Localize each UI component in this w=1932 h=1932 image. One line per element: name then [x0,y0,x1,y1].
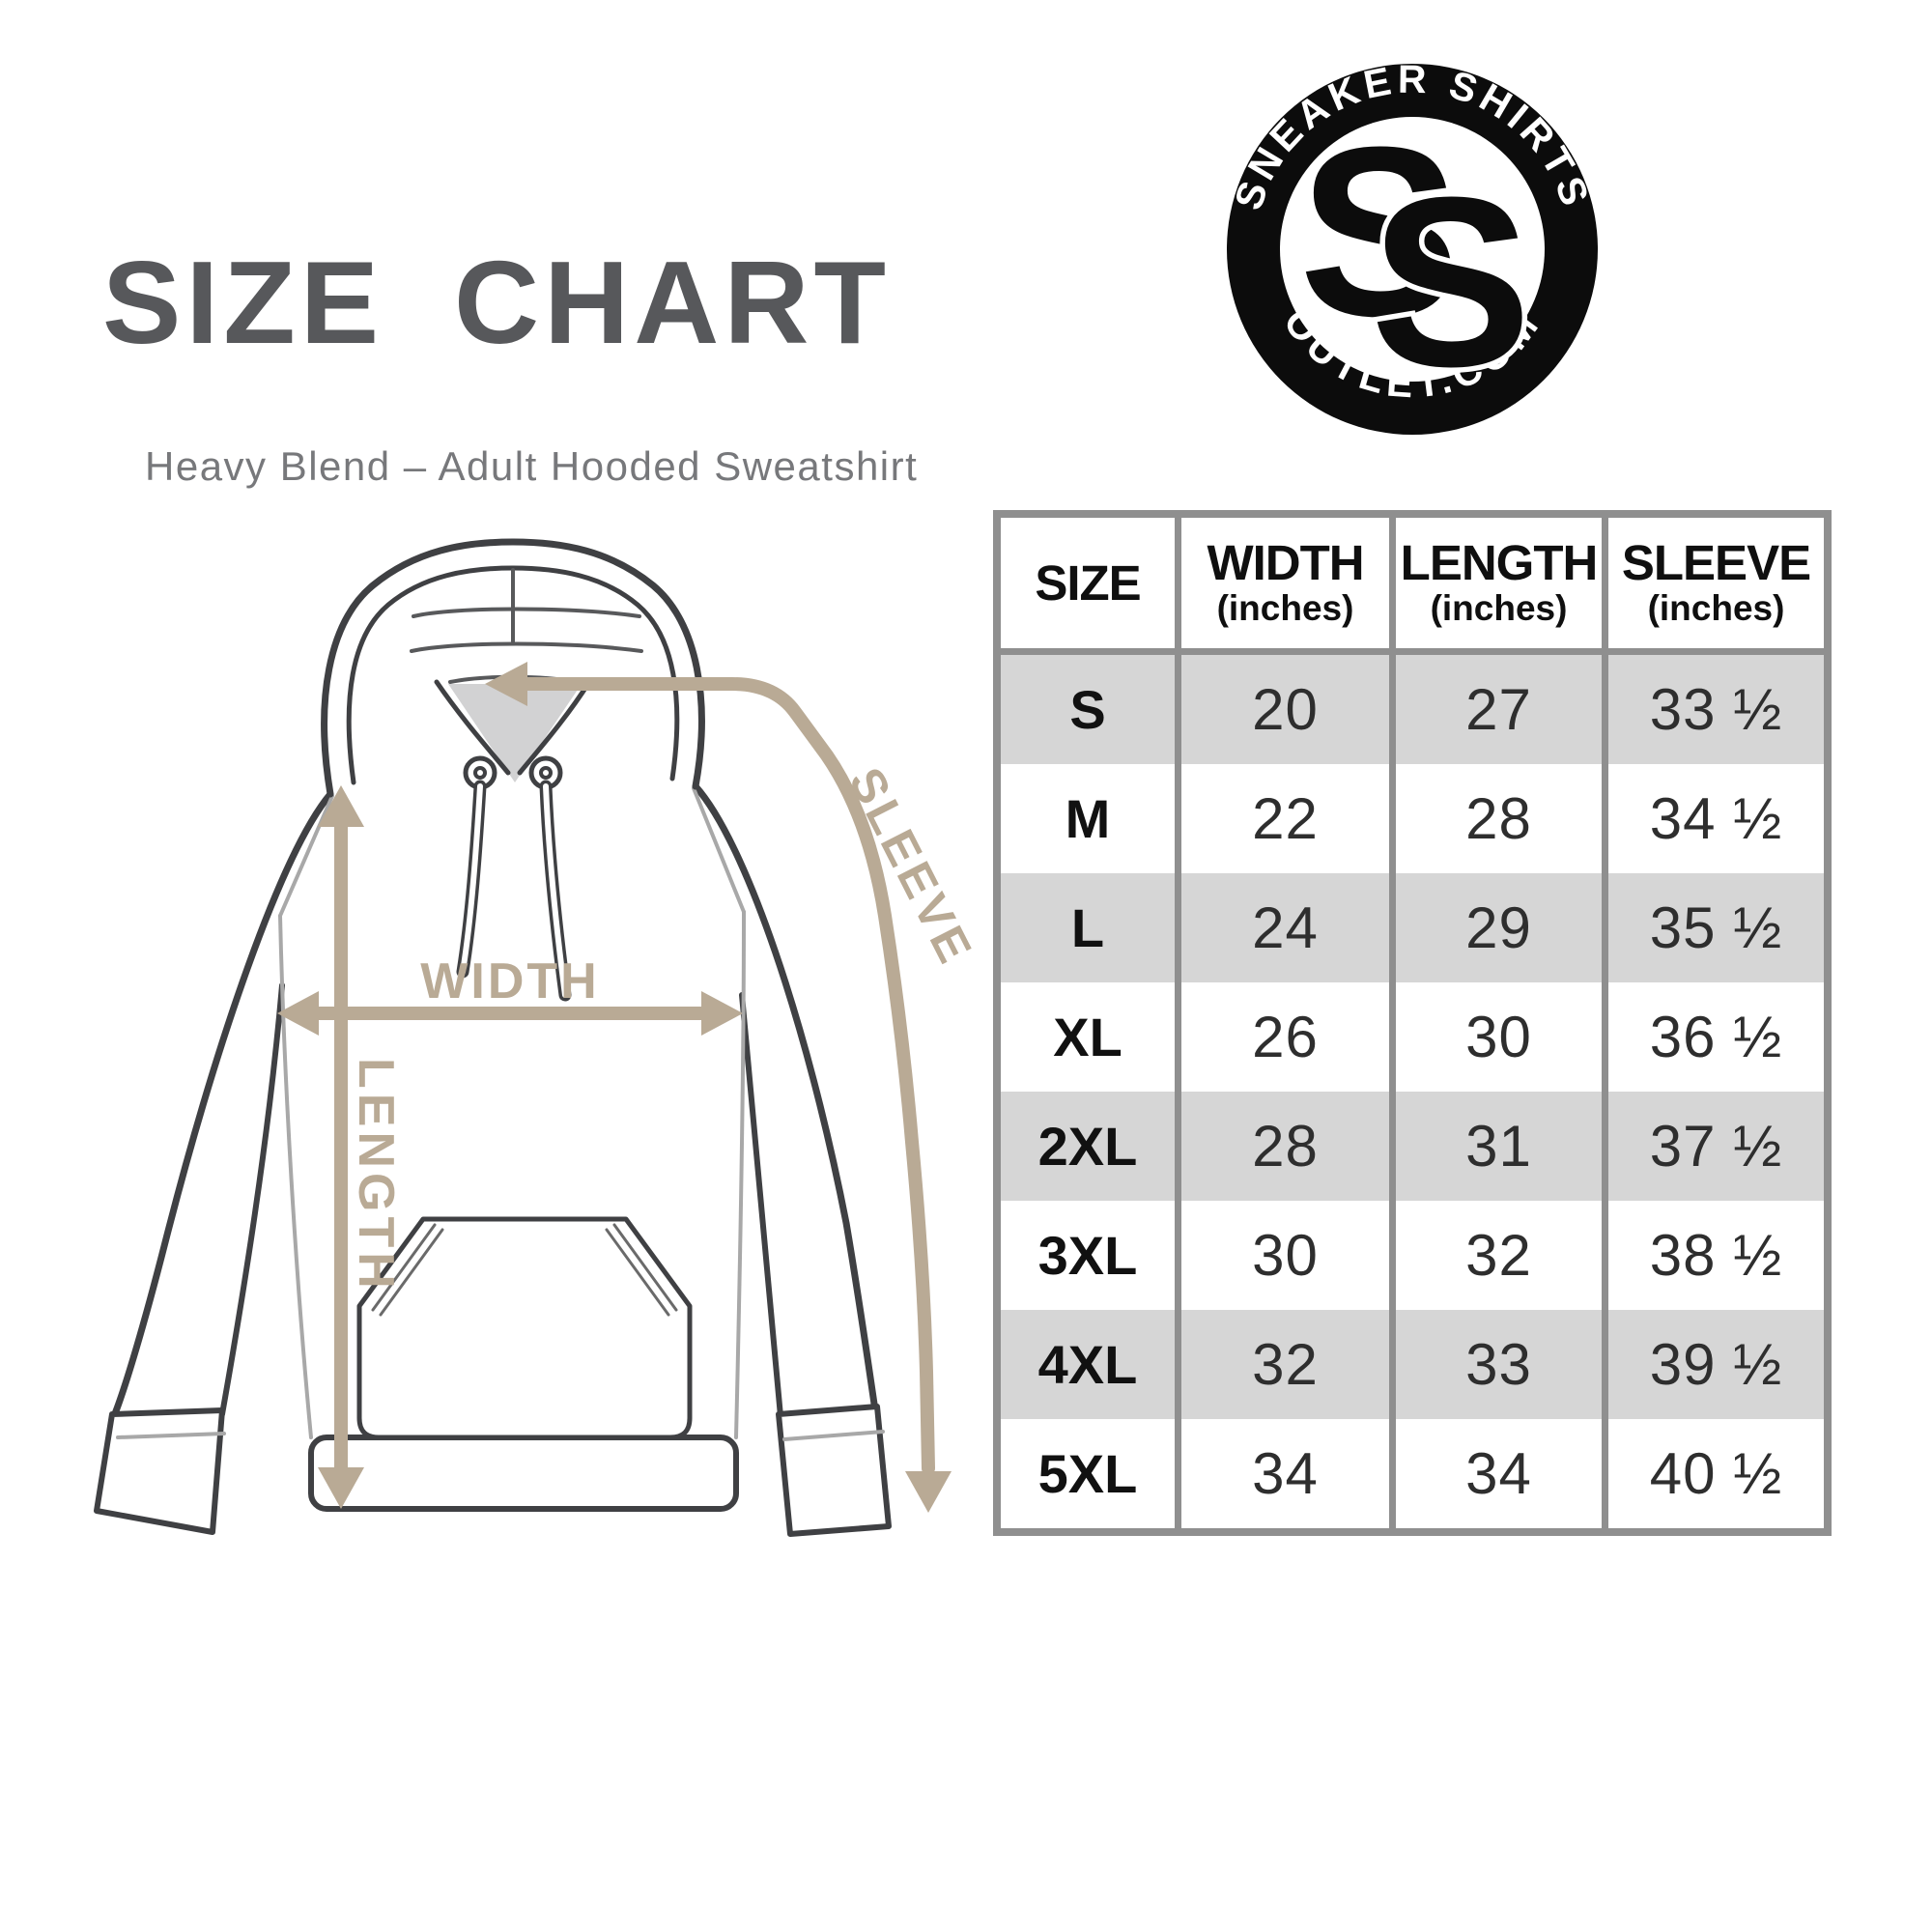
hood [321,538,705,798]
page-title: SIZE CHART [102,237,891,368]
col-header-unit: (inches) [1430,587,1568,628]
col-header-unit: (inches) [1647,587,1785,628]
table-cell-sleeve: 35 ½ [1602,873,1824,982]
table-cell-length: 34 [1389,1419,1602,1528]
col-header-width: WIDTH (inches) [1175,518,1389,655]
table-cell-width: 34 [1175,1419,1389,1528]
width-arrow-label: WIDTH [420,953,599,1009]
table-cell-sleeve: 39 ½ [1602,1310,1824,1419]
col-header-unit: (inches) [1216,587,1354,628]
garment-subtitle: Heavy Blend – Adult Hooded Sweatshirt [145,443,919,489]
left-cuff [94,1407,225,1535]
hem-band [308,1435,739,1512]
brand-logo: SNEAKER SHIRTS OUTLET.COM S S [1226,57,1598,435]
width-arrow [277,991,743,1036]
drawstrings [456,755,572,1002]
torso-seams [278,786,746,1439]
logo-inner-disc [1280,117,1545,382]
table-cell-size: S [1001,655,1175,764]
kangaroo-pocket [356,1216,693,1440]
table-cell-sleeve: 33 ½ [1602,655,1824,764]
table-cell-size: M [1001,764,1175,873]
table-cell-sleeve: 37 ½ [1602,1092,1824,1201]
col-header-sleeve: SLEEVE (inches) [1602,518,1824,655]
length-arrow [318,785,364,1509]
table-cell-size: L [1001,873,1175,982]
size-table: SIZE WIDTH (inches) LENGTH (inches) SLEE… [993,510,1832,1536]
table-cell-size: 4XL [1001,1310,1175,1419]
monogram-s-right: S [1371,147,1532,416]
table-cell-width: 26 [1175,982,1389,1092]
length-arrow-label: LENGTH [348,1058,404,1293]
neck-inset [448,684,582,782]
hoodie-sleeves [94,782,892,1537]
table-cell-sleeve: 36 ½ [1602,982,1824,1092]
col-header-label: SIZE [1035,554,1141,611]
table-cell-width: 22 [1175,764,1389,873]
sleeve-arrow [485,662,952,1513]
table-cell-size: 2XL [1001,1092,1175,1201]
right-cuff [776,1404,892,1537]
table-cell-size: XL [1001,982,1175,1092]
table-cell-length: 29 [1389,873,1602,982]
table-cell-length: 28 [1389,764,1602,873]
col-header-length: LENGTH (inches) [1389,518,1602,655]
table-cell-width: 28 [1175,1092,1389,1201]
table-cell-sleeve: 38 ½ [1602,1201,1824,1310]
logo-ss-monogram: S S [1299,97,1537,422]
table-cell-length: 31 [1389,1092,1602,1201]
table-cell-length: 33 [1389,1310,1602,1419]
table-cell-size: 3XL [1001,1201,1175,1310]
col-header-size: SIZE [1001,518,1175,655]
table-cell-length: 27 [1389,655,1602,764]
col-header-label: LENGTH [1400,535,1599,591]
table-cell-width: 32 [1175,1310,1389,1419]
table-cell-length: 30 [1389,982,1602,1092]
monogram-s-left: S [1299,97,1461,366]
col-header-label: SLEEVE [1621,535,1811,591]
table-cell-width: 20 [1175,655,1389,764]
table-cell-size: 5XL [1001,1419,1175,1528]
col-header-label: WIDTH [1207,535,1364,591]
sleeve-arrow-label: SLEEVE [838,759,983,975]
table-cell-sleeve: 40 ½ [1602,1419,1824,1528]
table-cell-width: 30 [1175,1201,1389,1310]
table-cell-sleeve: 34 ½ [1602,764,1824,873]
table-cell-length: 32 [1389,1201,1602,1310]
table-cell-width: 24 [1175,873,1389,982]
